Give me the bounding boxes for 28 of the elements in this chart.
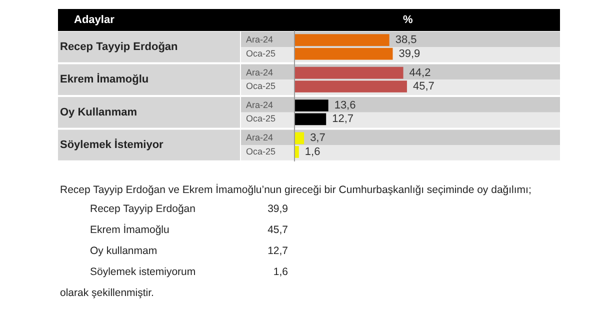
y-tick-label: Söylemek İstemiyor — [60, 138, 164, 152]
text: Ara-24 — [246, 67, 274, 78]
text: Oca-25 — [246, 81, 276, 91]
x-axis-title: % — [403, 14, 413, 26]
data-label: 38,5 — [395, 34, 417, 46]
y-tick-label: Ekrem İmamoğlu — [60, 72, 149, 86]
data-label: 45,7 — [412, 80, 434, 93]
text: Söylemek istemiyorum 1,6 — [90, 266, 288, 278]
text: Oca-25 — [246, 146, 276, 156]
text: olarak şekillenmiştir. — [60, 286, 155, 301]
data-label: 39,9 — [398, 48, 420, 60]
data-label: 3,7 — [310, 132, 326, 144]
y-axis-title: Adaylar — [74, 14, 114, 26]
text: Recep Tayyip Erdoğan ve Ekrem İmamoğlu’nun gireceği bir Cumhurbaşkanlığı seçiminde oy dağılımı; — [60, 182, 532, 198]
data-label: 44,2 — [409, 66, 431, 79]
text: Ara-24 — [246, 34, 274, 45]
text: Ara-24 — [246, 132, 274, 143]
text: Recep Tayyip Erdoğan 39,9 — [90, 203, 288, 215]
y-tick-label: Oy Kullanmam — [60, 106, 138, 118]
text: Oy kullanmam 12,7 — [90, 245, 288, 257]
data-label: 13,6 — [334, 100, 356, 112]
data-label: 12,7 — [332, 113, 354, 126]
text: Oca-25 — [246, 114, 276, 124]
text: Oca-25 — [246, 48, 276, 58]
y-tick-label: Recep Tayyip Erdoğan — [60, 40, 178, 53]
text: Ekrem İmamoğlu 45,7 — [90, 224, 288, 236]
text: Ara-24 — [246, 100, 274, 110]
data-label: 1,6 — [304, 146, 320, 158]
